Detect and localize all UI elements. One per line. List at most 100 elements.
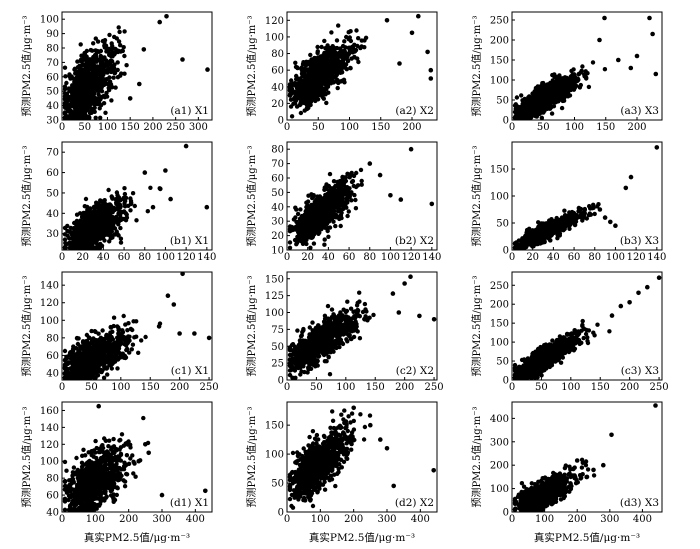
data-point (352, 192, 357, 198)
data-point (299, 230, 304, 235)
data-point (358, 45, 363, 51)
data-point (71, 113, 77, 118)
data-point (127, 96, 133, 101)
data-point (353, 184, 359, 190)
data-point (323, 91, 328, 96)
data-point (586, 84, 592, 90)
x-tick-label: 50 (312, 122, 325, 133)
scatter-points-b1 (62, 143, 210, 250)
data-point (315, 57, 320, 62)
data-point (428, 76, 434, 81)
data-point (142, 170, 148, 175)
data-point (309, 69, 314, 74)
data-point (128, 208, 133, 213)
data-point (316, 91, 321, 96)
data-point (522, 108, 528, 113)
data-point (118, 236, 124, 241)
data-point (312, 92, 318, 97)
data-point (94, 238, 99, 244)
data-point (118, 217, 123, 223)
data-point (78, 243, 83, 249)
y-tick-label: 60 (46, 72, 59, 83)
scatter-points-b3 (512, 145, 660, 250)
data-point (354, 170, 359, 176)
data-point (345, 171, 350, 176)
data-point (81, 237, 86, 242)
data-point (585, 71, 590, 76)
data-point (591, 202, 596, 207)
data-point (315, 61, 321, 67)
data-point (328, 186, 334, 192)
scatter-points-a1 (62, 13, 210, 120)
data-point (305, 224, 311, 229)
data-point (578, 70, 583, 75)
data-point (71, 103, 76, 109)
data-point (117, 29, 122, 35)
data-point (343, 178, 349, 184)
data-point (318, 74, 323, 79)
data-point (388, 193, 393, 198)
data-point (409, 30, 415, 36)
data-point (298, 233, 304, 239)
data-point (145, 209, 150, 214)
data-point (298, 110, 304, 116)
data-point (95, 233, 100, 238)
data-point (91, 41, 96, 46)
data-point (566, 85, 571, 91)
data-point (62, 232, 68, 237)
data-point (552, 73, 557, 79)
data-point (602, 15, 607, 21)
data-point (87, 63, 93, 68)
data-point (84, 211, 89, 216)
data-point (320, 87, 325, 93)
data-point (79, 214, 85, 220)
data-point (309, 58, 315, 64)
data-point (63, 240, 68, 246)
data-point (98, 103, 104, 108)
data-point (330, 211, 335, 216)
data-point (315, 65, 321, 70)
data-point (353, 197, 358, 203)
data-point (425, 49, 430, 55)
data-point (304, 210, 310, 215)
y-tick-label: 60 (271, 174, 284, 185)
data-point (559, 83, 564, 88)
data-point (311, 193, 316, 198)
data-point (75, 65, 81, 70)
x-tick-label: 100 (340, 122, 359, 133)
data-point (312, 215, 317, 220)
data-point (112, 205, 117, 211)
data-point (327, 207, 332, 213)
data-point (122, 191, 128, 197)
panel-label-b1: (b1) X1 (170, 235, 209, 247)
data-point (540, 109, 546, 114)
data-point (347, 186, 352, 191)
data-point (69, 245, 74, 250)
data-point (306, 91, 311, 97)
data-point (346, 209, 351, 214)
data-point (308, 64, 314, 69)
y-tick-label: 150 (490, 56, 509, 67)
data-point (321, 81, 327, 87)
data-point (95, 48, 100, 54)
data-point (88, 227, 93, 232)
data-point (303, 215, 308, 220)
data-point (99, 233, 104, 239)
data-point (157, 19, 162, 25)
data-point (65, 115, 70, 120)
data-point (95, 101, 100, 107)
data-point (106, 82, 111, 87)
data-point (295, 211, 301, 217)
data-point (523, 104, 528, 109)
x-tick-label: 80 (138, 252, 151, 263)
data-point (115, 232, 120, 237)
data-point (541, 80, 546, 86)
data-point (298, 207, 303, 212)
data-point (349, 170, 354, 176)
data-point (73, 77, 78, 82)
x-tick-label: 100 (98, 122, 117, 133)
data-point (115, 67, 120, 73)
x-tick-label: 20 (301, 252, 314, 263)
data-point (319, 44, 324, 50)
